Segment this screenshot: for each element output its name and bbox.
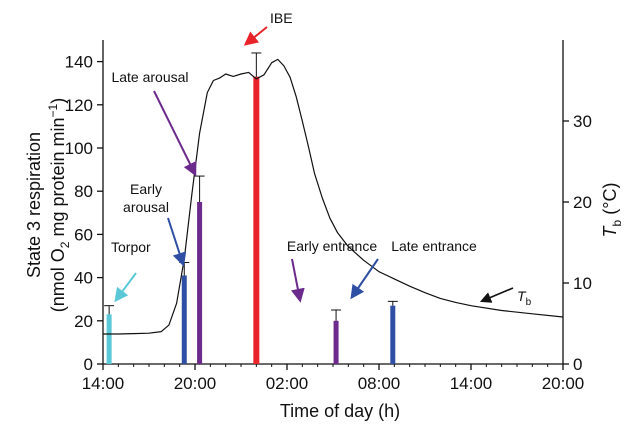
- annotation-arrow-early-entrance: [290, 258, 305, 303]
- left-axis-title-line2: (nmol O2 mg protein min−1): [46, 98, 72, 312]
- left-tick-label: 60: [74, 225, 93, 244]
- left-axis-title-part-c: ): [48, 98, 68, 104]
- right-tick-label: 0: [573, 355, 582, 374]
- left-axis-title-line1: State 3 respiration: [24, 132, 44, 278]
- left-tick-label: 120: [65, 96, 93, 115]
- annotation-late-entrance-line: Late entrance: [391, 238, 477, 254]
- right-axis-ticks: 0 10 20 30: [563, 112, 592, 374]
- annotation-torpor: Torpor: [111, 239, 151, 255]
- annotation-arrow-ibe: [243, 26, 268, 46]
- left-tick-label: 40: [74, 269, 93, 288]
- annotation-early-arousal: Early arousal: [123, 181, 169, 215]
- tb-label: Tb: [517, 288, 532, 308]
- annotation-late-arousal: Late arousal: [111, 69, 188, 85]
- x-tick-label: 20:00: [174, 374, 217, 393]
- bar-late-entrance: [390, 305, 396, 364]
- left-axis-title-sub: 2: [58, 241, 72, 248]
- right-tick-label: 30: [573, 112, 592, 131]
- right-tick-label: 10: [573, 274, 592, 293]
- bar-late-arousal: [197, 202, 203, 364]
- left-axis-title-sup: −1: [46, 103, 60, 117]
- right-axis-title-unit: (°C): [600, 183, 620, 220]
- annotations: Torpor Early arousal Late arousal IBE Early e…: [111, 10, 532, 308]
- left-tick-label: 80: [74, 182, 93, 201]
- annotation-early-arousal-line: arousal: [123, 199, 169, 215]
- annotation-early-entrance-line: Early entrance: [287, 238, 377, 254]
- annotation-late-entrance: Late entrance: [391, 238, 477, 254]
- annotation-early-entrance: Early entrance: [287, 238, 377, 254]
- tb-arrow: [479, 287, 514, 303]
- bar-torpor: [106, 314, 112, 364]
- annotation-arrow-torpor: [114, 272, 137, 303]
- annotation-arrow-early-arousal: [167, 217, 187, 267]
- left-axis-ticks: 0 20 40 60 80 100 120 140: [65, 53, 103, 374]
- left-tick-label: 0: [84, 355, 93, 374]
- annotation-arrow-late-entrance: [350, 258, 379, 300]
- bar-early-arousal: [181, 275, 187, 364]
- x-tick-label: 14:00: [82, 374, 125, 393]
- right-axis-title-sub: b: [610, 219, 624, 226]
- annotation-torpor-line: Torpor: [111, 239, 151, 255]
- x-tick-label: 02:00: [266, 374, 309, 393]
- left-tick-label: 20: [74, 312, 93, 331]
- right-tick-label: 20: [573, 193, 592, 212]
- x-tick-label: 14:00: [450, 374, 493, 393]
- right-axis-title: Tb (°C): [600, 183, 624, 238]
- left-axis-title-part-a: (nmol O: [48, 248, 68, 312]
- x-axis-ticks: 14:00 20:00 02:00 08:00 14:00 20:00: [82, 364, 585, 393]
- tb-series-line: [103, 58, 564, 335]
- left-tick-label: 140: [65, 53, 93, 72]
- right-axis-title-text: Tb (°C): [600, 183, 624, 238]
- annotation-late-arousal-line: Late arousal: [111, 69, 188, 85]
- left-axis-title: State 3 respiration (nmol O2 mg protein …: [24, 98, 72, 312]
- left-axis-title-part-b: mg protein min: [48, 117, 68, 241]
- annotation-ibe-line: IBE: [270, 10, 293, 26]
- tb-line: [103, 58, 564, 335]
- annotation-ibe: IBE: [270, 10, 293, 26]
- x-axis-title: Time of day (h): [280, 401, 400, 421]
- bars: [104, 52, 398, 364]
- right-axis-title-main: T: [600, 224, 620, 237]
- x-tick-label: 20:00: [542, 374, 585, 393]
- left-tick-label: 100: [65, 139, 93, 158]
- annotation-early-arousal-line: Early: [130, 181, 162, 197]
- x-tick-label: 08:00: [358, 374, 401, 393]
- tb-label-sub: b: [526, 297, 532, 308]
- annotation-arrow-late-arousal: [153, 90, 197, 177]
- bar-ibe: [253, 76, 260, 364]
- tb-label-main: T: [517, 288, 527, 304]
- bar-early-entrance: [333, 320, 339, 364]
